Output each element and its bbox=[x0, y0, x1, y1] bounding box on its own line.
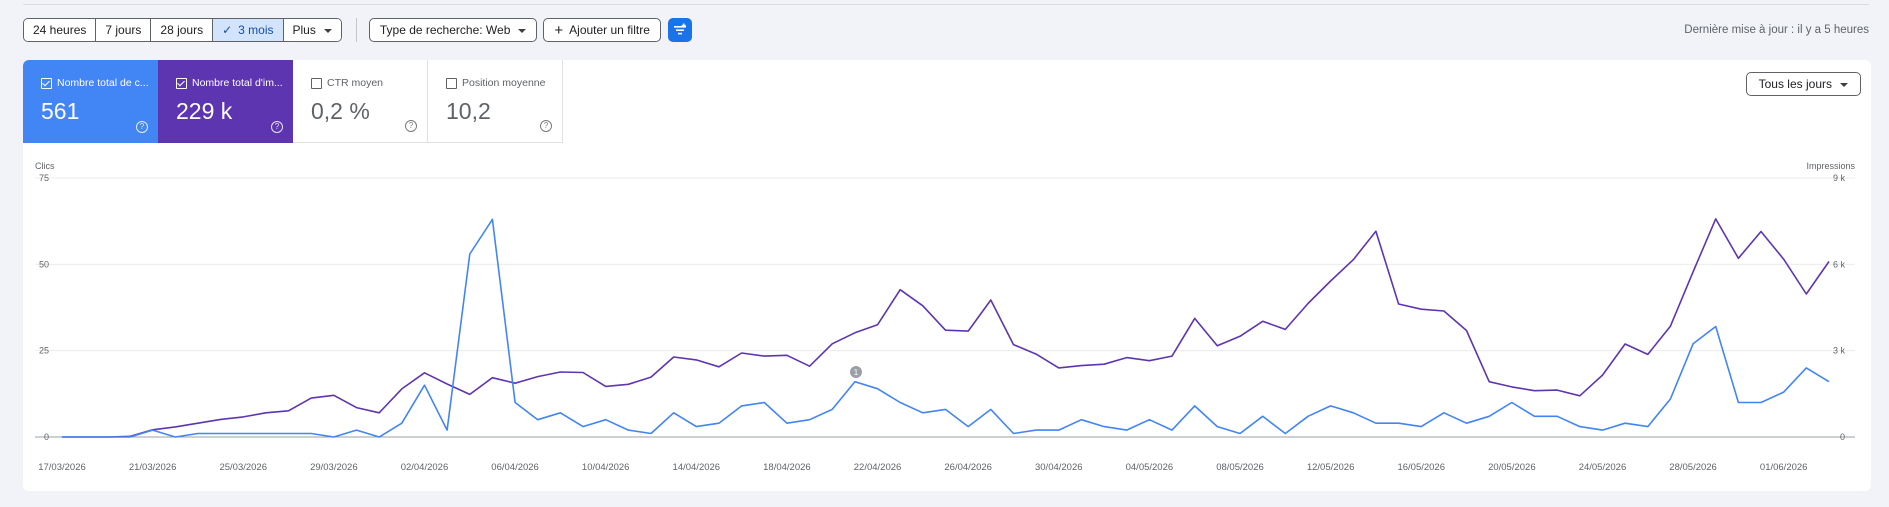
metric-label: Position moyenne bbox=[462, 77, 546, 89]
y-tick-left: 50 bbox=[39, 259, 49, 269]
range-more-dropdown[interactable]: Plus bbox=[283, 19, 341, 41]
y-axis-left-label: Clics bbox=[35, 161, 55, 171]
y-tick-right: 6 k bbox=[1833, 259, 1846, 269]
metric-total-impressions[interactable]: Nombre total d'im... 229 k ? bbox=[158, 60, 293, 143]
help-icon[interactable]: ? bbox=[405, 120, 417, 132]
metric-value: 561 bbox=[41, 98, 80, 124]
x-tick-label: 10/04/2026 bbox=[582, 462, 630, 473]
x-tick-label: 17/03/2026 bbox=[38, 462, 86, 473]
help-icon[interactable]: ? bbox=[540, 120, 552, 132]
caret-down-icon bbox=[323, 28, 332, 33]
range-24h-button[interactable]: 24 heures bbox=[24, 19, 97, 41]
filter-settings-button[interactable] bbox=[667, 18, 692, 42]
y-tick-right: 0 bbox=[1840, 432, 1845, 442]
x-tick-label: 04/05/2026 bbox=[1126, 462, 1174, 473]
x-tick-label: 16/05/2026 bbox=[1397, 462, 1445, 473]
y-tick-left: 25 bbox=[39, 346, 49, 356]
x-tick-label: 14/04/2026 bbox=[673, 462, 721, 473]
help-icon[interactable]: ? bbox=[271, 121, 283, 133]
search-type-label: Type de recherche: Web bbox=[379, 23, 511, 37]
last-updated-text: Dernière mise à jour : il y a 5 heures bbox=[1684, 24, 1869, 36]
metric-value: 229 k bbox=[176, 98, 233, 124]
x-tick-label: 01/06/2026 bbox=[1760, 462, 1808, 473]
top-divider bbox=[23, 4, 1869, 5]
filter-list-icon bbox=[673, 23, 686, 35]
metric-tabs: Nombre total de c... 561 ? Nombre total … bbox=[23, 60, 563, 143]
y-axis-right-label: Impressions bbox=[1806, 161, 1855, 171]
toolbar: 24 heures 7 jours 28 jours ✓ 3 mois Plus … bbox=[23, 18, 1869, 42]
annotation-marker-label: 1 bbox=[854, 368, 859, 377]
annotation-marker[interactable]: 1 bbox=[850, 366, 862, 378]
metric-label: Nombre total d'im... bbox=[192, 77, 283, 89]
x-tick-label: 28/05/2026 bbox=[1669, 462, 1717, 473]
range-7d-button[interactable]: 7 jours bbox=[96, 19, 152, 41]
help-icon[interactable]: ? bbox=[136, 121, 148, 133]
caret-down-icon bbox=[1840, 82, 1848, 87]
metric-label: CTR moyen bbox=[327, 77, 384, 89]
range-28d-button[interactable]: 28 jours bbox=[151, 19, 214, 41]
x-tick-label: 02/04/2026 bbox=[401, 462, 449, 473]
metric-average-ctr[interactable]: CTR moyen 0,2 % ? bbox=[293, 60, 428, 143]
x-tick-label: 24/05/2026 bbox=[1579, 462, 1627, 473]
range-more-label: Plus bbox=[292, 23, 316, 37]
metric-label: Nombre total de c... bbox=[57, 77, 149, 89]
search-type-filter[interactable]: Type de recherche: Web bbox=[368, 18, 538, 42]
x-tick-label: 29/03/2026 bbox=[310, 462, 358, 473]
x-tick-label: 06/04/2026 bbox=[491, 462, 539, 473]
metric-value: 10,2 bbox=[446, 98, 491, 124]
range-3m-label: 3 mois bbox=[238, 23, 274, 37]
y-tick-left: 0 bbox=[44, 432, 49, 442]
checkbox-unchecked-icon[interactable] bbox=[311, 77, 322, 89]
y-tick-right: 3 k bbox=[1833, 346, 1846, 356]
granularity-dropdown[interactable]: Tous les jours bbox=[1745, 72, 1861, 96]
checkbox-checked-icon[interactable] bbox=[41, 77, 52, 89]
toolbar-divider bbox=[355, 18, 357, 42]
date-range-selector: 24 heures 7 jours 28 jours ✓ 3 mois Plus bbox=[23, 18, 342, 42]
checkbox-unchecked-icon[interactable] bbox=[446, 77, 457, 89]
add-filter-label: Ajouter un filtre bbox=[569, 23, 650, 37]
granularity-label: Tous les jours bbox=[1758, 77, 1832, 91]
x-tick-label: 18/04/2026 bbox=[763, 462, 811, 473]
caret-down-icon bbox=[518, 28, 527, 33]
metric-average-position[interactable]: Position moyenne 10,2 ? bbox=[428, 60, 563, 143]
impressions-series-line bbox=[62, 218, 1830, 438]
x-tick-label: 21/03/2026 bbox=[129, 462, 177, 473]
x-tick-label: 26/04/2026 bbox=[944, 462, 992, 473]
x-tick-label: 12/05/2026 bbox=[1307, 462, 1355, 473]
y-tick-right: 9 k bbox=[1833, 173, 1846, 183]
add-filter-button[interactable]: + Ajouter un filtre bbox=[543, 18, 661, 42]
performance-card: Nombre total de c... 561 ? Nombre total … bbox=[23, 60, 1871, 491]
x-tick-label: 25/03/2026 bbox=[219, 462, 267, 473]
clicks-series-line bbox=[62, 218, 1830, 438]
range-3m-button[interactable]: ✓ 3 mois bbox=[213, 19, 284, 41]
x-tick-label: 20/05/2026 bbox=[1488, 462, 1536, 473]
performance-chart: Clics Impressions 0 25 50 75 0 3 k 6 k 9 k 17/… bbox=[35, 161, 1856, 473]
y-tick-left: 75 bbox=[39, 173, 49, 183]
x-tick-label: 30/04/2026 bbox=[1035, 462, 1083, 473]
plus-icon: + bbox=[554, 22, 564, 39]
checkbox-checked-icon[interactable] bbox=[176, 77, 187, 89]
x-tick-label: 08/05/2026 bbox=[1216, 462, 1264, 473]
check-icon: ✓ bbox=[222, 23, 233, 37]
metric-total-clicks[interactable]: Nombre total de c... 561 ? bbox=[23, 60, 158, 143]
x-tick-label: 22/04/2026 bbox=[854, 462, 902, 473]
metric-value: 0,2 % bbox=[311, 98, 370, 124]
